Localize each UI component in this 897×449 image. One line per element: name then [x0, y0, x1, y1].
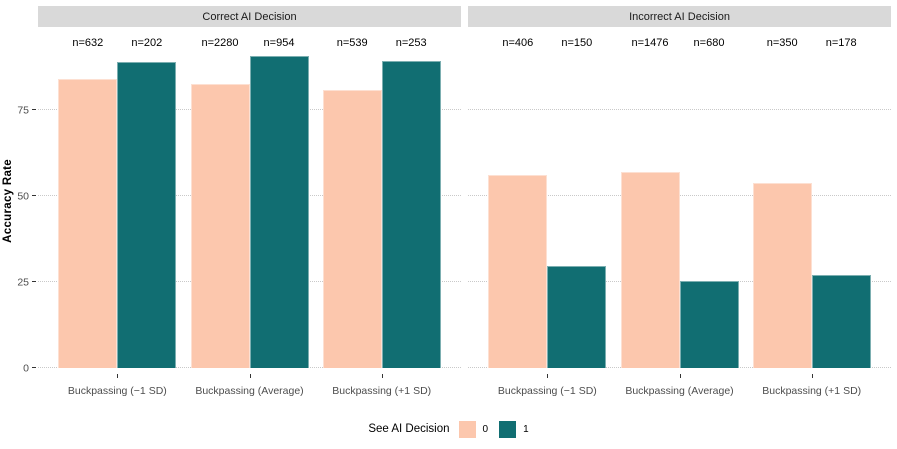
n-label: n=954: [263, 37, 295, 49]
legend-item-0: 0: [458, 420, 489, 438]
x-tick-mark: [547, 374, 549, 378]
y-tick-mark: [32, 109, 36, 111]
n-label: n=350: [766, 37, 798, 49]
x-tick-label: Buckpassing (−1 SD): [497, 385, 597, 397]
bar-correct-cat1-see1: [249, 56, 309, 368]
x-tick-label: Buckpassing (Average): [625, 385, 734, 397]
bar-incorrect-cat0-see1: [547, 265, 607, 368]
bar-correct-cat1-see0: [190, 83, 250, 368]
bar-correct-cat0-see1: [117, 61, 177, 368]
y-tick-mark: [32, 195, 36, 197]
x-tick-mark: [381, 374, 383, 378]
y-tick-label: 75: [17, 104, 29, 117]
x-tick-mark: [117, 374, 119, 378]
x-tick-mark: [249, 374, 251, 378]
bar-incorrect-cat2-see1: [811, 274, 871, 368]
n-label: n=150: [561, 37, 593, 49]
n-label: n=178: [825, 37, 857, 49]
n-label: n=202: [131, 37, 163, 49]
bar-correct-cat0-see0: [58, 78, 118, 368]
y-tick-mark: [32, 367, 36, 368]
n-label: n=1476: [631, 37, 669, 49]
gridline: [468, 195, 891, 197]
n-label: n=632: [72, 37, 104, 49]
bar-correct-cat2-see1: [381, 61, 441, 368]
x-tick-label: Buckpassing (Average): [195, 385, 304, 397]
y-tick-mark: [32, 281, 36, 283]
n-label: n=680: [693, 37, 725, 49]
n-label: n=539: [336, 37, 368, 49]
facet-strip-label: Incorrect AI Decision: [629, 10, 730, 23]
bar-incorrect-cat2-see0: [752, 182, 812, 368]
legend-title: See AI Decision: [368, 423, 450, 435]
bar-correct-cat2-see0: [322, 90, 382, 368]
bar-incorrect-cat1-see0: [620, 171, 680, 368]
legend-swatch-0: [458, 420, 476, 438]
x-tick-mark: [679, 374, 681, 378]
x-tick-mark: [811, 374, 813, 378]
y-tick-label: 25: [17, 275, 29, 288]
facet-strip-label: Correct AI Decision: [202, 10, 297, 23]
y-tick-label: 0: [23, 361, 29, 374]
bar-incorrect-cat1-see1: [679, 280, 739, 368]
y-axis: 0 25 50 75: [0, 33, 38, 373]
gridline: [468, 109, 891, 111]
n-label: n=406: [502, 37, 534, 49]
x-tick-label: Buckpassing (+1 SD): [332, 385, 432, 397]
bar-incorrect-cat0-see0: [488, 174, 548, 368]
n-label: n=2280: [201, 37, 239, 49]
y-tick-label: 50: [17, 190, 29, 203]
facet-strip-incorrect: Incorrect AI Decision: [468, 6, 891, 27]
legend-item-1: 1: [499, 420, 529, 438]
x-tick-label: Buckpassing (−1 SD): [67, 385, 167, 397]
facet-strip-correct: Correct AI Decision: [38, 6, 461, 27]
x-axis-incorrect: Buckpassing (−1 SD) Buckpassing (Average)…: [468, 368, 891, 402]
legend-swatch-1: [499, 420, 517, 438]
legend-item-label: 0: [482, 423, 489, 435]
panel-incorrect: n=406 n=150 n=1476 n=680 n=350 n=178: [468, 33, 891, 368]
x-axis-correct: Buckpassing (−1 SD) Buckpassing (Average)…: [38, 368, 461, 402]
legend-item-label: 1: [523, 423, 529, 435]
panel-correct: n=632 n=202 n=2280 n=954 n=539 n=253: [38, 33, 461, 368]
x-tick-label: Buckpassing (+1 SD): [762, 385, 862, 397]
n-label: n=253: [395, 37, 427, 49]
